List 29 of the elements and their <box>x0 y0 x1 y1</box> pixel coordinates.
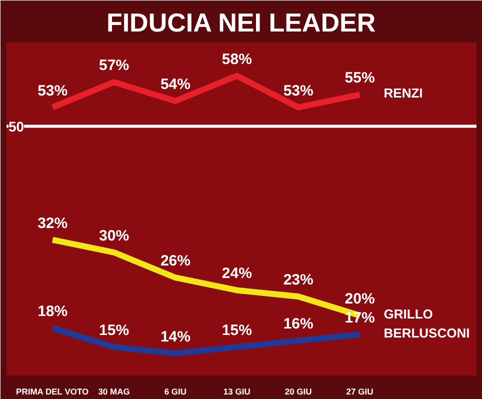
data-label: 20% <box>344 290 375 308</box>
series-label: BERLUSCONI <box>384 325 470 340</box>
x-tick-label: 30 MAG <box>98 386 130 396</box>
series-label: GRILLO <box>384 306 433 322</box>
series-label: RENZI <box>384 86 423 101</box>
data-label: 54% <box>160 76 190 94</box>
data-label: 26% <box>160 252 190 270</box>
data-label: 14% <box>160 328 190 346</box>
data-label: 53% <box>38 82 68 100</box>
data-label: 57% <box>99 57 130 74</box>
x-tick-label: 13 GIU <box>223 386 250 396</box>
chart-title: FIDUCIA NEI LEADER <box>106 8 376 38</box>
x-tick-label: 27 GIU <box>346 386 374 396</box>
data-label: 15% <box>99 322 130 339</box>
data-label: 30% <box>99 227 130 244</box>
data-label: 53% <box>283 82 314 100</box>
data-label: 17% <box>344 309 375 326</box>
x-tick-label: PRIMA DEL VOTO <box>16 386 90 396</box>
ref-line-label: 50 <box>8 118 24 134</box>
data-label: 23% <box>283 272 314 289</box>
data-label: 55% <box>344 70 375 87</box>
data-label: 15% <box>222 322 252 339</box>
data-label: 18% <box>38 303 68 320</box>
data-label: 16% <box>283 316 314 333</box>
data-label: 58% <box>222 50 252 68</box>
x-tick-label: 6 GIU <box>164 386 187 396</box>
data-label: 24% <box>222 265 252 282</box>
x-tick-label: 20 GIU <box>284 386 312 396</box>
data-label: 32% <box>38 214 68 232</box>
